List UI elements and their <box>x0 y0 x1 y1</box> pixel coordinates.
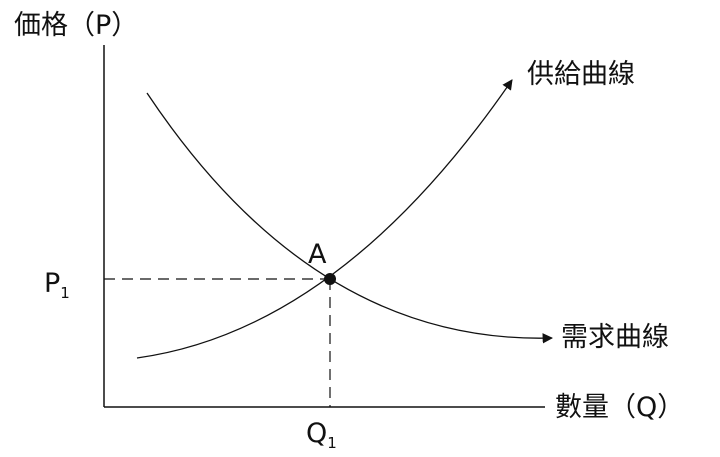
supply-curve <box>136 79 513 359</box>
y-axis-label: 価格（P） <box>14 10 139 41</box>
demand-curve-label: 需求曲線 <box>561 322 669 353</box>
equilibrium-point <box>324 273 336 285</box>
equilibrium-point-label: A <box>308 239 327 270</box>
demand-curve <box>146 92 554 344</box>
x-axis-label: 數量（Q） <box>555 392 685 423</box>
supply-curve-label: 供給曲線 <box>527 59 635 90</box>
quantity-label-main: Q <box>306 418 328 449</box>
quantity-label-sub: 1 <box>327 434 337 452</box>
price-label-sub: 1 <box>60 284 70 302</box>
quantity-q1-label: Q1 <box>306 420 337 451</box>
price-label-main: P <box>44 268 61 299</box>
price-p1-label: P1 <box>44 270 70 301</box>
